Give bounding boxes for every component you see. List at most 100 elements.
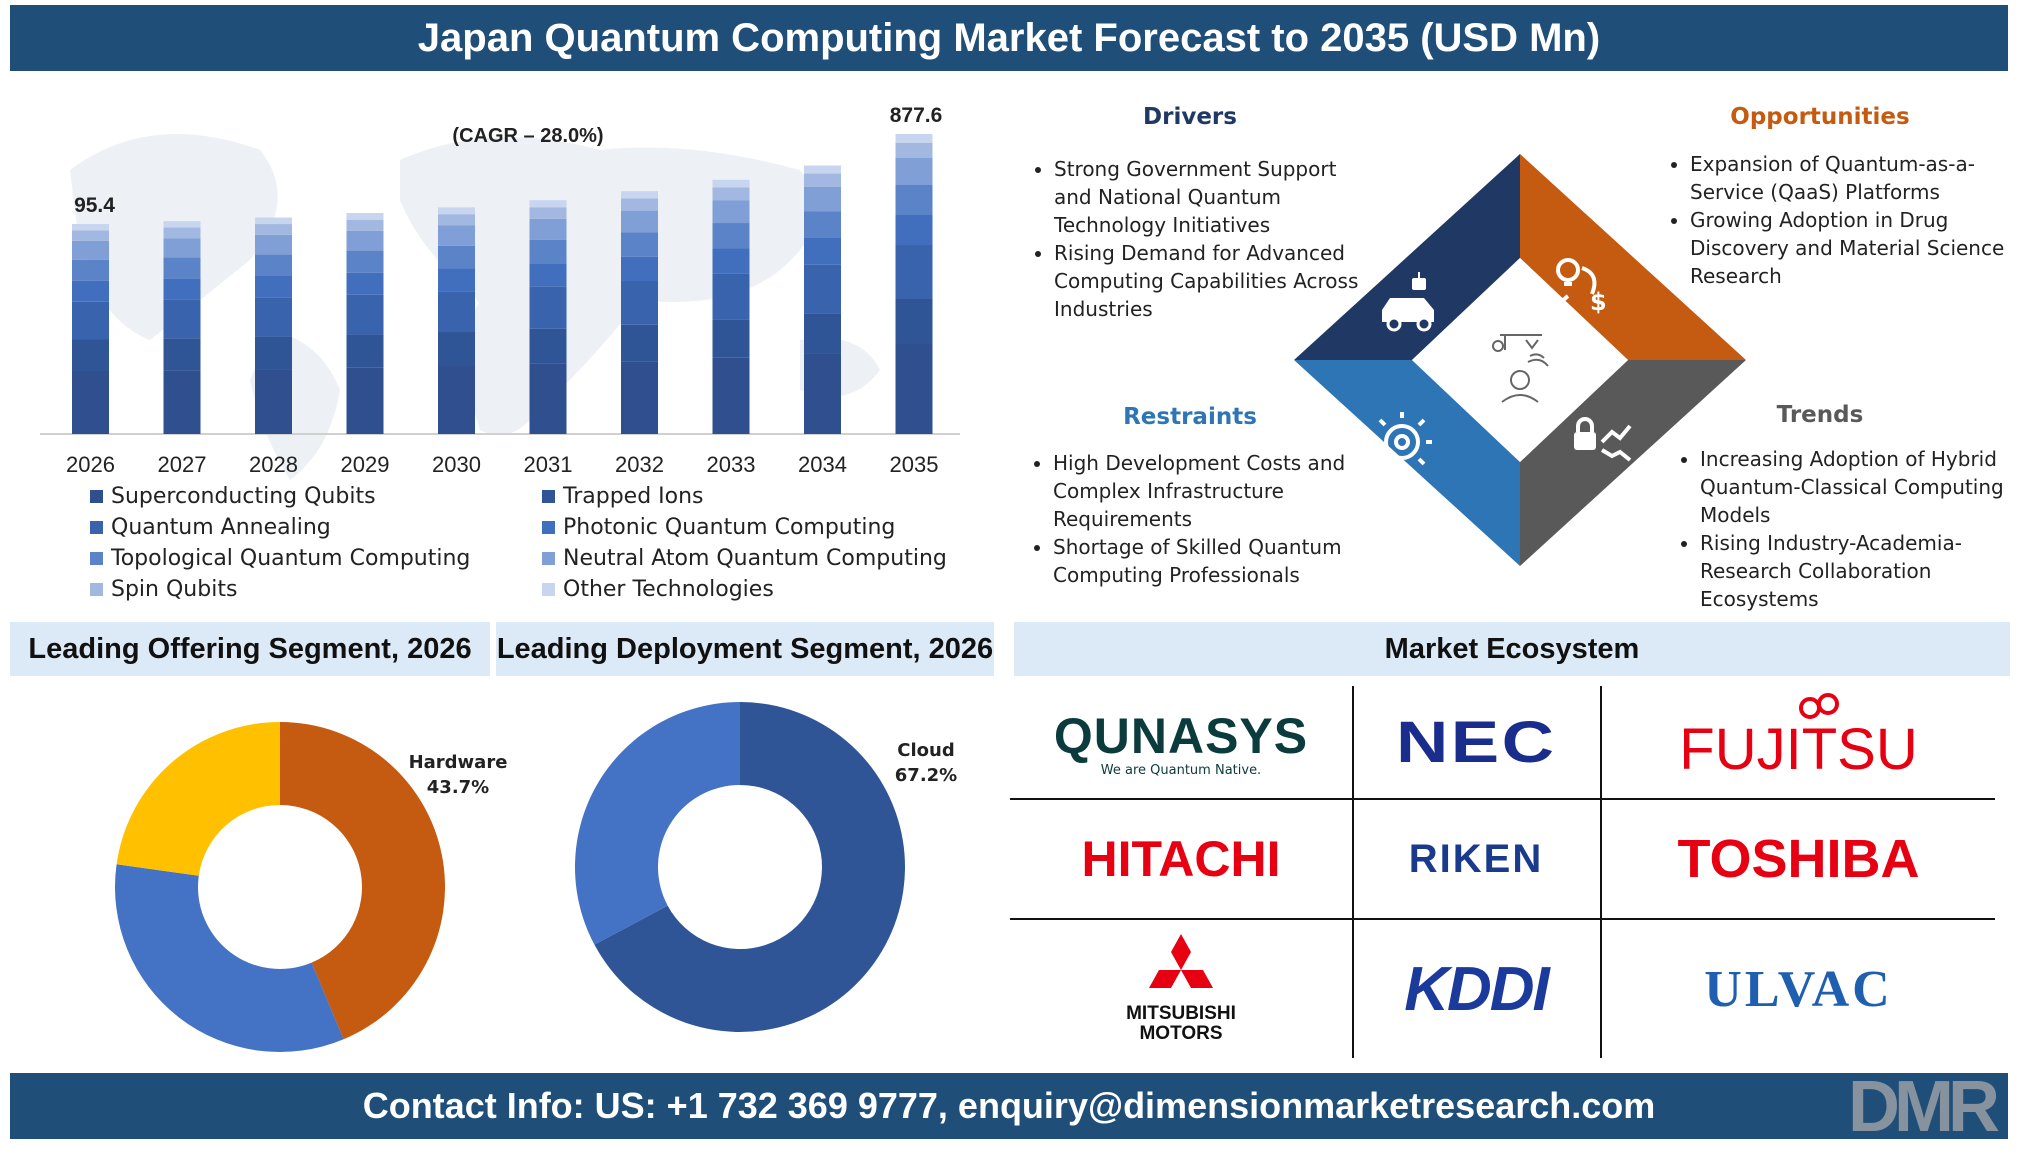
legend-item-4: Photonic Quantum Computing <box>542 515 895 540</box>
x-tick-2028: 2028 <box>249 452 298 477</box>
lock-trend-icon <box>1574 417 1632 462</box>
kddi-logo: KDDI <box>1404 954 1550 1024</box>
bar-2031-seg-5 <box>529 239 567 264</box>
bar-2026-seg-6 <box>72 240 109 260</box>
bar-2030-seg-8 <box>438 207 475 215</box>
bar-2034-seg-3 <box>804 264 841 314</box>
donut2-slice-2 <box>575 702 740 945</box>
donut1-slice-1 <box>280 722 445 1040</box>
legend-item-7: Spin Qubits <box>90 577 237 602</box>
hardware-label: Hardware <box>408 752 508 773</box>
bar-2034-seg-8 <box>804 165 841 174</box>
cloud-value: 67.2% <box>894 765 958 786</box>
bar-2034-seg-6 <box>804 186 841 212</box>
x-tick-2027: 2027 <box>158 452 207 477</box>
grid-hline-1 <box>1010 798 1995 800</box>
legend-item-3: Quantum Annealing <box>90 515 331 540</box>
legend-label: Neutral Atom Quantum Computing <box>563 546 947 571</box>
bar-2029-seg-4 <box>346 272 384 295</box>
bar-2027-seg-7 <box>163 227 201 239</box>
bar-2031-seg-8 <box>529 200 567 208</box>
trends-item-1: Increasing Adoption of Hybrid Quantum-Cl… <box>1700 445 2020 529</box>
trends-title: Trends <box>1776 402 1864 428</box>
restraints-item-1: High Development Costs and Complex Infra… <box>1053 449 1373 533</box>
legend-label: Topological Quantum Computing <box>111 546 471 571</box>
toshiba-logo: TOSHIBA <box>1677 829 1920 889</box>
bar-2029-seg-6 <box>346 230 384 251</box>
bar-2032-seg-4 <box>621 256 658 282</box>
legend-swatch <box>542 521 555 534</box>
market-ecosystem-title: Market Ecosystem <box>1014 622 2010 676</box>
bar-2026-seg-1 <box>72 371 109 434</box>
legend-label: Quantum Annealing <box>111 515 331 540</box>
bar-2029-seg-7 <box>346 219 384 231</box>
bar-2033-seg-3 <box>712 273 750 320</box>
bar-2028-seg-3 <box>255 297 292 337</box>
opportunities-title: Opportunities <box>1730 104 1910 130</box>
bar-2031-seg-2 <box>529 328 567 364</box>
bar-2031-seg-6 <box>529 218 567 240</box>
bar-2027-seg-4 <box>163 278 201 300</box>
drivers-item-1: Strong Government Support and National Q… <box>1054 155 1364 239</box>
donut2-label: Cloud 67.2% <box>886 738 966 788</box>
bar-2027-seg-8 <box>163 221 201 228</box>
bar-2032-seg-6 <box>621 210 658 233</box>
data-label-2035: 877.6 <box>890 104 943 127</box>
bar-2030-seg-6 <box>438 225 475 246</box>
bar-2029-seg-1 <box>346 367 384 434</box>
bar-2034-seg-5 <box>804 211 841 238</box>
donut1-label: Hardware 43.7% <box>398 750 518 800</box>
bar-2031-seg-1 <box>529 363 567 434</box>
bar-2035-seg-4 <box>895 215 933 245</box>
x-tick-2033: 2033 <box>707 452 756 477</box>
deployment-donut-chart <box>575 702 905 1032</box>
legend-swatch <box>542 490 555 503</box>
ulvac-logo: ULVAC <box>1704 960 1893 1018</box>
legend-item-6: Neutral Atom Quantum Computing <box>542 546 947 571</box>
bar-2032-seg-3 <box>621 281 658 325</box>
bar-2034-seg-1 <box>804 353 841 434</box>
legend-item-2: Trapped Ions <box>542 484 704 509</box>
bar-2035-seg-8 <box>895 134 933 143</box>
bar-2030-seg-5 <box>438 245 475 269</box>
grid-hline-2 <box>1010 918 1995 920</box>
legend-label: Photonic Quantum Computing <box>563 515 896 540</box>
donut1-slice-3 <box>116 722 280 876</box>
restraints-item-2: Shortage of Skilled Quantum Computing Pr… <box>1053 533 1373 589</box>
bar-2031-seg-3 <box>529 286 567 329</box>
bar-2035-seg-1 <box>895 344 933 434</box>
bar-2029-seg-8 <box>346 213 384 220</box>
bar-2034-seg-7 <box>804 173 841 187</box>
bar-2027-seg-2 <box>163 338 201 371</box>
bar-2031-seg-7 <box>529 207 567 219</box>
bar-2035-seg-2 <box>895 299 933 344</box>
bar-2026-seg-7 <box>72 230 109 241</box>
legend-swatch <box>542 552 555 565</box>
legend-item-5: Topological Quantum Computing <box>90 546 470 571</box>
bar-2032-seg-8 <box>621 191 658 199</box>
data-label-2026: 95.4 <box>74 194 115 217</box>
quadrant-diamond: $ <box>1294 154 1746 566</box>
stacked-bar-chart: 2026 2027 2028 2029 2030 2031 2032 2033 2034 2035… <box>40 104 960 480</box>
mitsubishi-logo: MITSUBISHI MOTORS <box>1010 920 1352 1058</box>
legend-item-1: Superconducting Qubits <box>90 484 376 509</box>
legend-label: Spin Qubits <box>111 577 238 602</box>
offering-segment-title: Leading Offering Segment, 2026 <box>10 622 490 676</box>
autonomous-car-icon <box>1382 272 1434 332</box>
bar-2029-seg-3 <box>346 294 384 335</box>
diamond-opportunities <box>1520 154 1746 360</box>
restraints-list: High Development Costs and Complex Infra… <box>1023 449 1373 589</box>
bar-2030-seg-2 <box>438 332 475 367</box>
svg-text:$: $ <box>1590 288 1607 316</box>
bar-2026-seg-3 <box>72 301 109 340</box>
diamond-restraints <box>1294 360 1520 566</box>
fujitsu-logo: FUJITSU <box>1602 686 1995 798</box>
cloud-label: Cloud <box>897 740 955 761</box>
legend-item-8: Other Technologies <box>542 577 774 602</box>
bar-2027-seg-5 <box>163 257 201 279</box>
bar-2033-seg-4 <box>712 248 750 274</box>
restraints-title: Restraints <box>1123 404 1257 430</box>
bar-2029-seg-2 <box>346 334 384 368</box>
bar-2035-seg-3 <box>895 245 933 299</box>
opportunities-item-2: Growing Adoption in Drug Discovery and M… <box>1690 206 2020 290</box>
